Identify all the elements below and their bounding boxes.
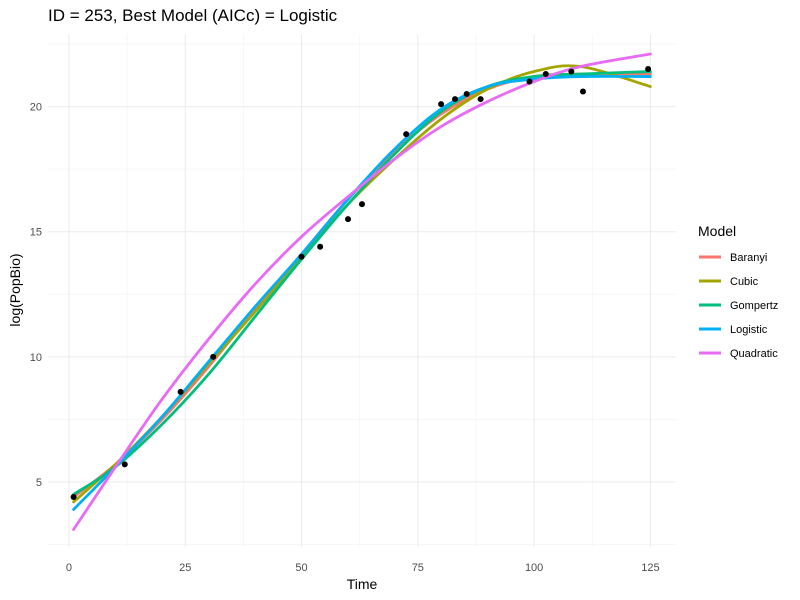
data-point — [579, 88, 586, 95]
data-point — [345, 216, 352, 223]
legend: Model Baranyi Cubic Gompertz Logistic Quadra… — [698, 223, 778, 360]
series-line-cubic — [72, 64, 652, 504]
data-point — [298, 253, 305, 260]
x-tick-label: 25 — [179, 562, 191, 574]
x-tick-label: 50 — [295, 562, 307, 574]
legend-item-baranyi: Baranyi — [699, 252, 767, 264]
legend-item-cubic: Cubic — [699, 276, 759, 288]
data-point — [121, 461, 128, 468]
x-tick-label: 100 — [525, 562, 543, 574]
data-point — [359, 201, 365, 208]
series-line-baranyi — [72, 72, 652, 499]
grid — [48, 34, 676, 547]
legend-item-logistic: Logistic — [699, 324, 768, 336]
data-point — [438, 101, 445, 108]
x-tick-label: 125 — [641, 562, 659, 574]
y-tick-label: 5 — [36, 477, 42, 489]
y-tick-label: 20 — [30, 102, 42, 114]
legend-item-gompertz: Gompertz — [699, 300, 778, 312]
x-axis-ticks: 0 25 50 75 100 125 — [66, 562, 660, 574]
y-tick-label: 10 — [30, 352, 42, 364]
data-point — [568, 68, 575, 75]
legend-label: Gompertz — [730, 300, 778, 312]
series-line-quadratic — [72, 52, 652, 531]
data-point — [317, 243, 324, 250]
x-tick-label: 0 — [66, 562, 72, 574]
y-tick-label: 15 — [30, 227, 42, 239]
data-point — [210, 353, 217, 360]
legend-title: Model — [698, 223, 736, 239]
legend-label: Baranyi — [730, 252, 767, 264]
y-axis-ticks: 5 10 15 20 — [30, 102, 42, 489]
chart-title: ID = 253, Best Model (AICc) = Logistic — [48, 6, 338, 25]
data-point — [452, 96, 459, 103]
data-point — [526, 78, 533, 85]
legend-label: Cubic — [730, 276, 759, 288]
series-line-gompertz — [72, 70, 652, 496]
legend-item-quadratic: Quadratic — [699, 348, 778, 360]
data-point — [70, 493, 77, 500]
data-point — [403, 131, 410, 138]
y-axis-title: log(PopBio) — [7, 253, 23, 326]
data-point — [477, 96, 484, 103]
data-points — [70, 66, 652, 500]
series-lines — [72, 52, 652, 531]
data-point — [177, 388, 184, 395]
data-point — [463, 91, 470, 98]
legend-label: Logistic — [730, 324, 768, 336]
legend-label: Quadratic — [730, 348, 778, 360]
series-line-logistic — [72, 74, 652, 511]
x-axis-title: Time — [347, 576, 378, 592]
x-tick-label: 75 — [412, 562, 424, 574]
data-point — [542, 71, 549, 78]
data-point — [645, 66, 652, 73]
legend-items: Baranyi Cubic Gompertz Logistic Quadratic — [699, 252, 778, 360]
